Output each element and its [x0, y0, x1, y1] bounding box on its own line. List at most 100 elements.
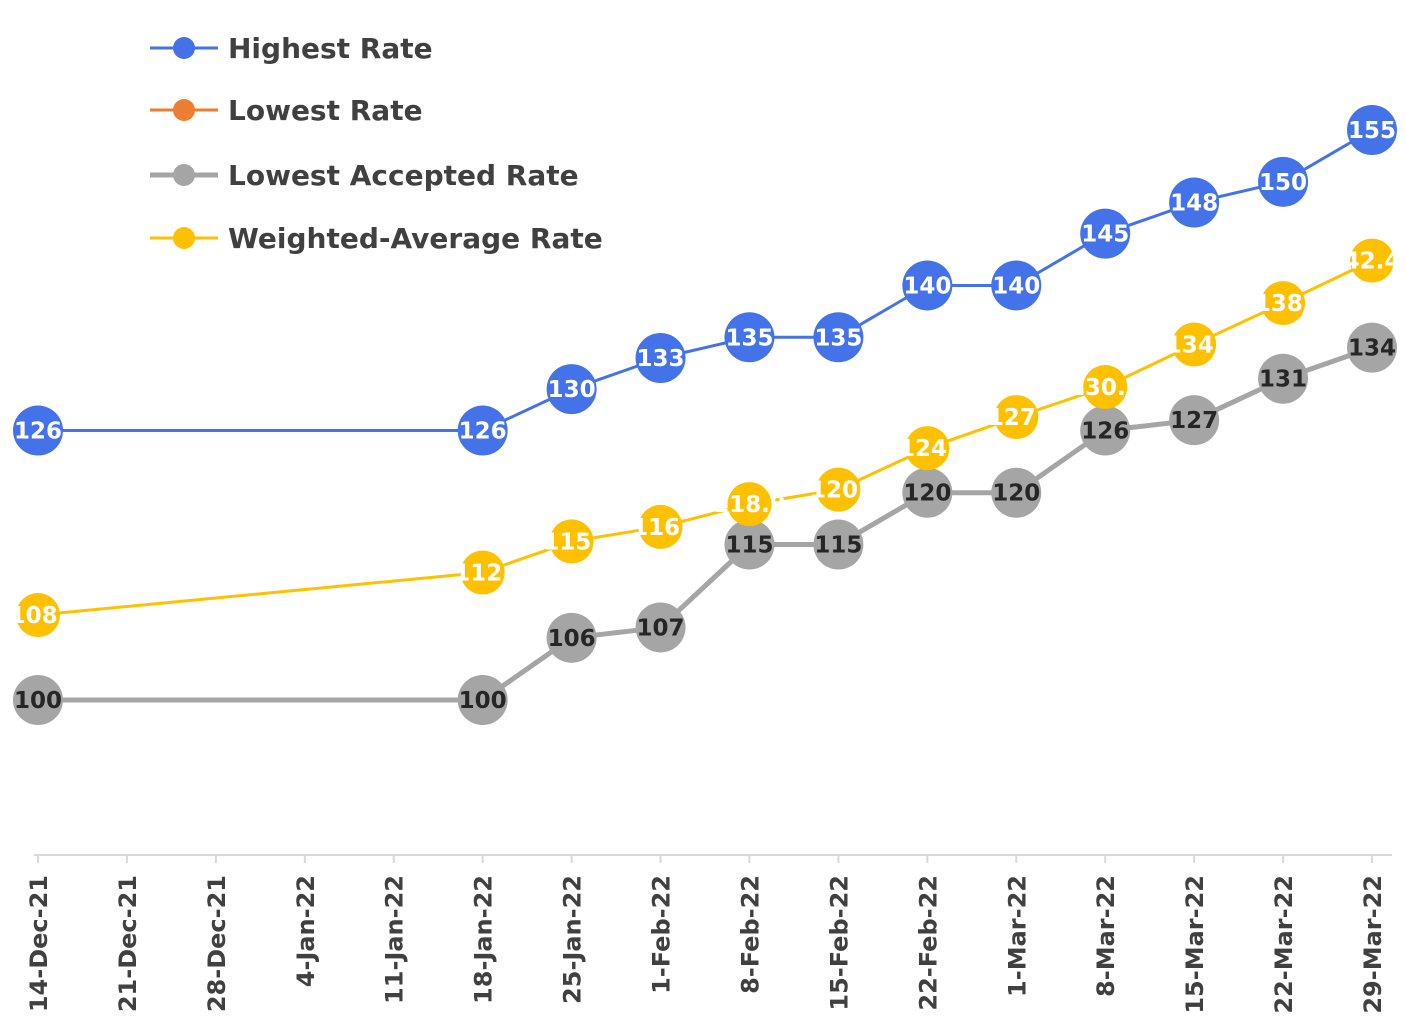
data-point	[16, 593, 60, 638]
data-point	[1347, 322, 1397, 373]
legend-item-weighted-average-rate: Weighted-Average Rate	[150, 222, 603, 255]
x-tick-label: 1-Feb-22	[648, 875, 676, 994]
data-point	[1080, 405, 1131, 456]
x-tick-label: 15-Mar-22	[1181, 875, 1209, 1014]
data-point	[546, 364, 597, 415]
data-label: 112.	[454, 561, 511, 587]
data-point	[549, 519, 594, 564]
x-tick-label: 28-Dec-21	[203, 875, 231, 1012]
x-tick-label: 25-Jan-22	[559, 875, 587, 1004]
data-label: 130	[548, 377, 596, 403]
data-point	[1172, 322, 1217, 367]
data-label: 120	[903, 481, 951, 507]
data-label: 135	[814, 325, 862, 351]
data-label: 107	[637, 615, 685, 641]
x-tick-label: 11-Jan-22	[381, 875, 409, 1004]
data-point	[1350, 238, 1394, 283]
data-point	[635, 333, 686, 383]
data-label: 116.	[632, 515, 689, 541]
data-point	[1169, 395, 1220, 446]
data-label: 100	[14, 688, 62, 714]
series-line-weighted-average-rate	[37, 259, 1373, 617]
data-label: 124.	[899, 436, 956, 462]
data-label: 150	[1259, 170, 1307, 196]
data-label: 155	[1348, 118, 1396, 144]
data-point	[638, 504, 683, 549]
x-tick-label: 22-Feb-22	[914, 875, 942, 1011]
data-label: 126	[1081, 419, 1129, 445]
data-label: 126	[14, 419, 62, 445]
data-label: 133	[637, 346, 685, 372]
series-highest-rate: 126 126 130 133 135 135 140 140 145 148 150 155	[13, 105, 1397, 456]
data-point	[1083, 365, 1128, 410]
data-label: 134.	[1166, 333, 1223, 359]
data-point	[991, 260, 1042, 311]
series-weighted-average-rate: 108. 112. 115. 116. 118.9 120. 124. 127. 130.2 13…	[10, 238, 1401, 638]
data-label: 140	[903, 273, 951, 299]
data-point	[727, 482, 772, 527]
legend: Highest Rate Lowest Rate Lowest Accepted R…	[150, 32, 603, 255]
x-tick-label: 1-Mar-22	[1003, 875, 1031, 997]
data-point	[902, 260, 953, 311]
data-point	[460, 550, 505, 595]
data-label: 134	[1348, 336, 1396, 362]
data-point	[1258, 156, 1309, 207]
legend-item-highest-rate: Highest Rate	[150, 32, 433, 65]
data-label: 148	[1170, 191, 1218, 217]
data-label: 127.	[988, 405, 1045, 431]
data-label: 126	[459, 419, 507, 445]
x-tick-label: 14-Dec-21	[25, 875, 53, 1012]
data-point	[994, 395, 1039, 440]
data-point	[991, 467, 1042, 518]
data-point	[816, 467, 861, 512]
data-point	[1080, 208, 1131, 259]
data-label: 106	[548, 626, 596, 652]
data-label: 118.9	[713, 492, 786, 518]
legend-item-lowest-rate: Lowest Rate	[150, 94, 423, 127]
legend-label: Highest Rate	[228, 32, 433, 65]
data-point	[813, 312, 864, 363]
legend-marker	[173, 227, 195, 249]
data-point	[905, 426, 950, 471]
x-tick-label: 8-Feb-22	[736, 875, 764, 994]
x-tick-label: 29-Mar-22	[1359, 875, 1387, 1014]
data-label: 135	[725, 325, 773, 351]
data-point	[1169, 177, 1220, 228]
data-label: 127	[1170, 408, 1218, 434]
data-point	[635, 602, 686, 653]
data-label: 115.	[543, 529, 600, 555]
data-label: 115	[725, 533, 773, 559]
data-point	[1258, 353, 1309, 404]
data-point	[546, 612, 597, 663]
data-label: 120	[992, 481, 1040, 507]
data-label: 115	[814, 533, 862, 559]
data-point	[902, 467, 953, 518]
data-point	[1347, 105, 1397, 155]
series-line-lowest-accepted-rate	[38, 345, 1373, 703]
data-point	[457, 405, 508, 456]
x-tick-label: 4-Jan-22	[292, 875, 320, 987]
x-tick-label: 15-Feb-22	[825, 875, 853, 1011]
x-tick-label: 22-Mar-22	[1270, 875, 1298, 1014]
data-label: 140	[992, 273, 1040, 299]
data-label: 138.	[1255, 291, 1312, 317]
data-point	[13, 675, 63, 725]
x-tick-label: 8-Mar-22	[1092, 875, 1120, 997]
legend-label: Weighted-Average Rate	[228, 222, 603, 255]
series-lowest-accepted-rate: 100 100 106 107 115 115 120 120 126 127 131 134	[13, 322, 1397, 725]
data-label: 100	[459, 688, 507, 714]
legend-label: Lowest Accepted Rate	[228, 159, 579, 192]
data-label: 120.	[810, 478, 867, 504]
legend-marker	[173, 37, 195, 59]
data-point	[724, 312, 775, 363]
legend-marker	[173, 164, 195, 186]
data-point	[724, 519, 775, 570]
data-point	[13, 405, 63, 456]
data-label: 131	[1259, 367, 1307, 393]
data-label: 42.4	[1344, 249, 1401, 275]
data-label: 108.	[10, 603, 67, 629]
x-tick-label: 18-Jan-22	[470, 875, 498, 1004]
data-point	[813, 519, 864, 570]
x-axis: 14-Dec-21 21-Dec-21 28-Dec-21 4-Jan-22 11-Ja…	[25, 854, 1392, 1014]
